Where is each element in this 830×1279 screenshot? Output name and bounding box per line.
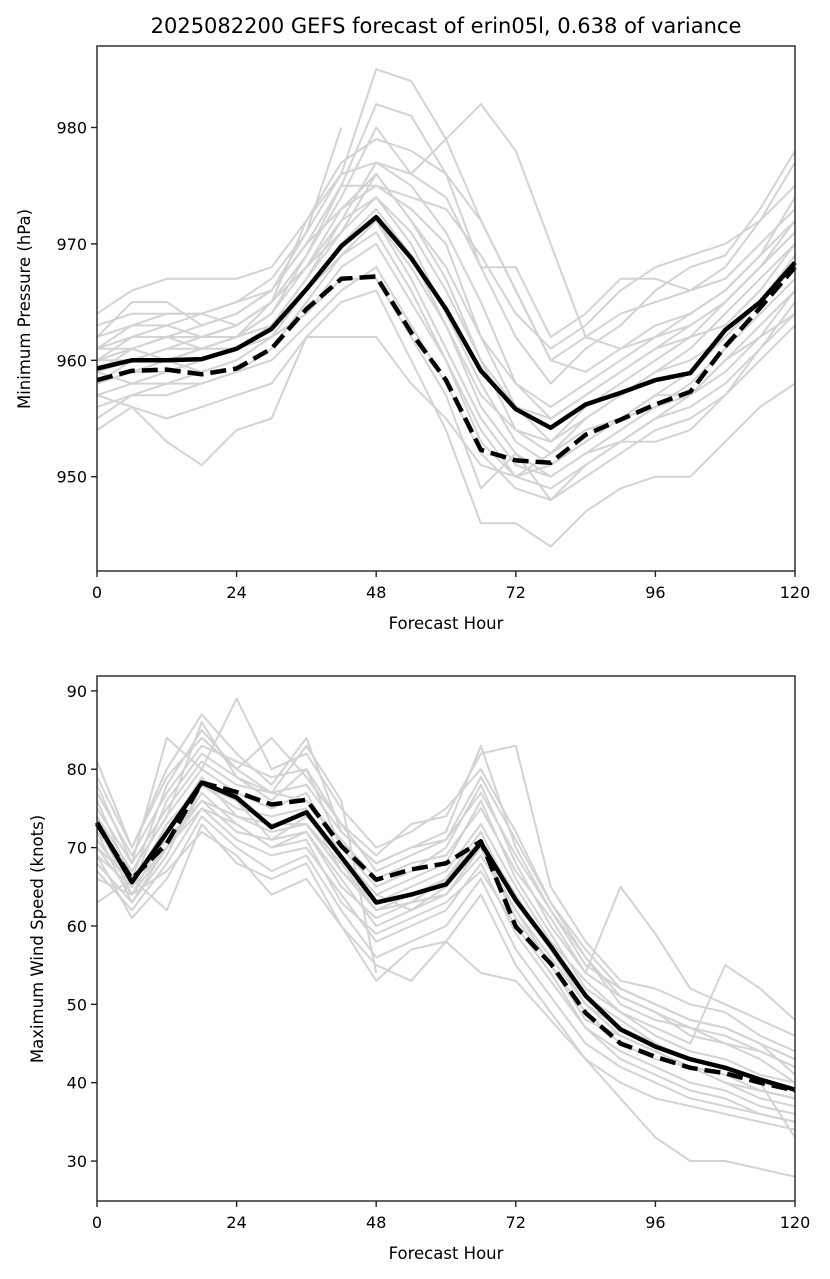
wind-x-tick-label: 72 bbox=[506, 1213, 526, 1232]
pressure-y-ticks: 950 960 970 980 bbox=[56, 118, 97, 487]
pressure-y-tick-label: 970 bbox=[56, 235, 87, 254]
wind-x-tick-label: 0 bbox=[92, 1213, 102, 1232]
pressure-series bbox=[96, 214, 797, 465]
wind-y-tick-label: 90 bbox=[67, 682, 87, 701]
wind-panel: 0 24 48 72 96 120 30 40 50 60 70 80 90 Forecast Hou… bbox=[28, 675, 810, 1263]
pressure-member-line-20 bbox=[96, 173, 796, 408]
wind-member-line-12 bbox=[96, 760, 796, 1068]
pressure-x-tick-label: 72 bbox=[506, 583, 526, 602]
wind-ensemble-members bbox=[96, 697, 796, 1178]
wind-member-line-2 bbox=[96, 697, 796, 1068]
wind-member-line-16 bbox=[96, 799, 796, 1139]
pressure-mean-line bbox=[96, 214, 797, 431]
pressure-dashed-line bbox=[96, 265, 797, 465]
pressure-member-line-13 bbox=[96, 289, 796, 548]
wind-member-line-11 bbox=[96, 783, 796, 1084]
wind-y-tick-label: 40 bbox=[67, 1074, 87, 1093]
pressure-member-line-4 bbox=[96, 138, 796, 373]
wind-y-tick-label: 80 bbox=[67, 760, 87, 779]
wind-member-line-8 bbox=[96, 807, 796, 1115]
wind-member-line-3 bbox=[96, 729, 796, 1053]
pressure-x-tick-label: 96 bbox=[645, 583, 665, 602]
wind-member-line-5 bbox=[96, 768, 796, 1045]
chart-title: 2025082200 GEFS forecast of erin05l, 0.6… bbox=[151, 14, 742, 38]
pressure-member-line-19 bbox=[96, 161, 796, 350]
wind-x-tick-label: 24 bbox=[226, 1213, 246, 1232]
wind-member-line-9 bbox=[96, 815, 796, 1123]
wind-member-line-19 bbox=[96, 807, 796, 1123]
pressure-y-tick-label: 960 bbox=[56, 351, 87, 370]
pressure-y-axis-label: Minimum Pressure (hPa) bbox=[15, 209, 34, 409]
pressure-x-axis-label: Forecast Hour bbox=[389, 614, 504, 633]
pressure-member-line-1 bbox=[96, 68, 796, 362]
wind-dashed-line bbox=[95, 780, 796, 1093]
wind-y-tick-label: 70 bbox=[67, 839, 87, 858]
wind-x-ticks: 0 24 48 72 96 120 bbox=[92, 1201, 810, 1232]
wind-y-tick-label: 50 bbox=[67, 995, 87, 1014]
wind-series bbox=[95, 780, 796, 1093]
wind-member-line-14 bbox=[96, 830, 796, 1178]
wind-member-line-4 bbox=[96, 752, 796, 1037]
pressure-x-tick-label: 24 bbox=[226, 583, 246, 602]
wind-x-tick-label: 48 bbox=[366, 1213, 386, 1232]
wind-axes-frame bbox=[96, 675, 796, 1202]
pressure-x-ticks: 0 24 48 72 96 120 bbox=[92, 571, 810, 602]
pressure-member-line-18 bbox=[96, 219, 796, 443]
wind-y-axis-label: Maximum Wind Speed (knots) bbox=[28, 815, 47, 1063]
wind-y-tick-label: 60 bbox=[67, 917, 87, 936]
pressure-member-line-21 bbox=[96, 231, 796, 478]
pressure-x-tick-label: 0 bbox=[92, 583, 102, 602]
wind-member-line-18 bbox=[96, 721, 378, 974]
pressure-member-line-8 bbox=[96, 196, 796, 467]
pressure-y-tick-label: 950 bbox=[56, 468, 87, 487]
pressure-x-tick-label: 120 bbox=[780, 583, 811, 602]
wind-x-tick-label: 96 bbox=[645, 1213, 665, 1232]
pressure-x-tick-label: 48 bbox=[366, 583, 386, 602]
pressure-y-tick-label: 980 bbox=[56, 118, 87, 137]
wind-x-axis-label: Forecast Hour bbox=[389, 1244, 504, 1263]
wind-y-ticks: 30 40 50 60 70 80 90 bbox=[67, 682, 97, 1171]
pressure-member-line-7 bbox=[97, 184, 796, 443]
pressure-member-line-22 bbox=[96, 127, 343, 327]
wind-y-tick-label: 30 bbox=[67, 1152, 87, 1171]
wind-x-tick-label: 120 bbox=[780, 1213, 811, 1232]
wind-member-line-13 bbox=[96, 799, 796, 1100]
pressure-member-line-14 bbox=[96, 277, 796, 501]
pressure-member-line-3 bbox=[96, 103, 796, 350]
wind-member-line-17 bbox=[96, 783, 796, 1108]
pressure-member-line-9 bbox=[97, 208, 796, 478]
wind-member-line-20 bbox=[96, 736, 796, 1084]
pressure-axes-frame bbox=[96, 45, 796, 572]
